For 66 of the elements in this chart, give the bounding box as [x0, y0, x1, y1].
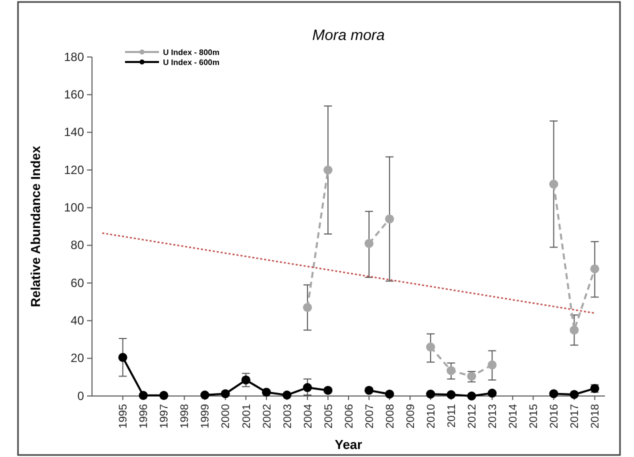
point	[570, 390, 579, 399]
point	[570, 326, 579, 335]
point	[323, 166, 332, 174]
x-tick-label: 1995	[118, 404, 130, 428]
x-tick-label: 2013	[486, 404, 499, 428]
point	[302, 383, 312, 392]
y-tick-label: 40	[70, 314, 84, 328]
point	[220, 389, 230, 398]
point	[446, 366, 456, 376]
point	[323, 386, 332, 395]
chart-title: Mora mora	[312, 27, 385, 44]
point	[138, 390, 148, 400]
x-tick-label: 2018	[590, 404, 602, 428]
y-tick-label: 180	[64, 50, 84, 64]
y-tick-label: 60	[70, 276, 84, 290]
y-tick-label: 120	[64, 162, 84, 177]
point	[446, 390, 456, 400]
x-tick-label: 2014	[508, 404, 520, 428]
point	[590, 264, 600, 274]
x-tick-label: 2011	[446, 404, 458, 428]
point	[385, 214, 394, 224]
x-tick-label: 2009	[404, 404, 417, 428]
y-tick-label: 100	[64, 200, 84, 215]
y-tick-label: 20	[70, 351, 84, 366]
legend-label: U Index - 800m	[163, 48, 220, 57]
x-tick-label: 2008	[384, 404, 396, 428]
x-tick-label: 1996	[138, 404, 150, 428]
point	[549, 180, 558, 189]
x-tick-label: 2004	[302, 404, 314, 428]
point	[262, 388, 271, 397]
point	[385, 390, 394, 399]
point	[364, 386, 374, 395]
point	[364, 238, 374, 248]
point	[488, 388, 497, 398]
x-tick-label: 2017	[569, 404, 582, 428]
x-tick-label: 1998	[179, 404, 192, 428]
x-tick-label: 2003	[282, 404, 294, 428]
x-axis-title: Year	[334, 437, 362, 452]
y-tick-label: 0	[77, 388, 84, 403]
y-axis-title: Relative Abundance Index	[28, 145, 43, 308]
x-tick-label: 2016	[548, 404, 561, 428]
point	[200, 390, 210, 400]
y-tick-label: 80	[70, 238, 84, 252]
x-tick-label: 2000	[220, 404, 232, 428]
point	[302, 302, 312, 312]
x-tick-label: 2001	[240, 404, 253, 428]
x-tick-label: 1999	[200, 404, 212, 428]
point	[282, 390, 292, 400]
y-tick-label: 140	[64, 125, 84, 140]
point	[467, 392, 476, 400]
y-tick-label: 160	[64, 88, 84, 102]
point	[426, 390, 436, 399]
x-tick-label: 2007	[364, 404, 376, 428]
x-tick-label: 2015	[528, 404, 540, 428]
point	[488, 360, 497, 370]
x-tick-label: 2006	[343, 404, 356, 428]
x-tick-label: 2012	[466, 404, 478, 428]
x-tick-label: 1997	[158, 404, 171, 428]
x-tick-label: 2005	[322, 404, 335, 428]
legend-label: U Index - 600m	[163, 58, 220, 67]
point	[426, 342, 436, 352]
x-tick-label: 2010	[425, 404, 438, 428]
point	[159, 390, 168, 400]
point	[118, 352, 128, 362]
x-tick-label: 2002	[261, 404, 274, 428]
point	[549, 389, 558, 398]
